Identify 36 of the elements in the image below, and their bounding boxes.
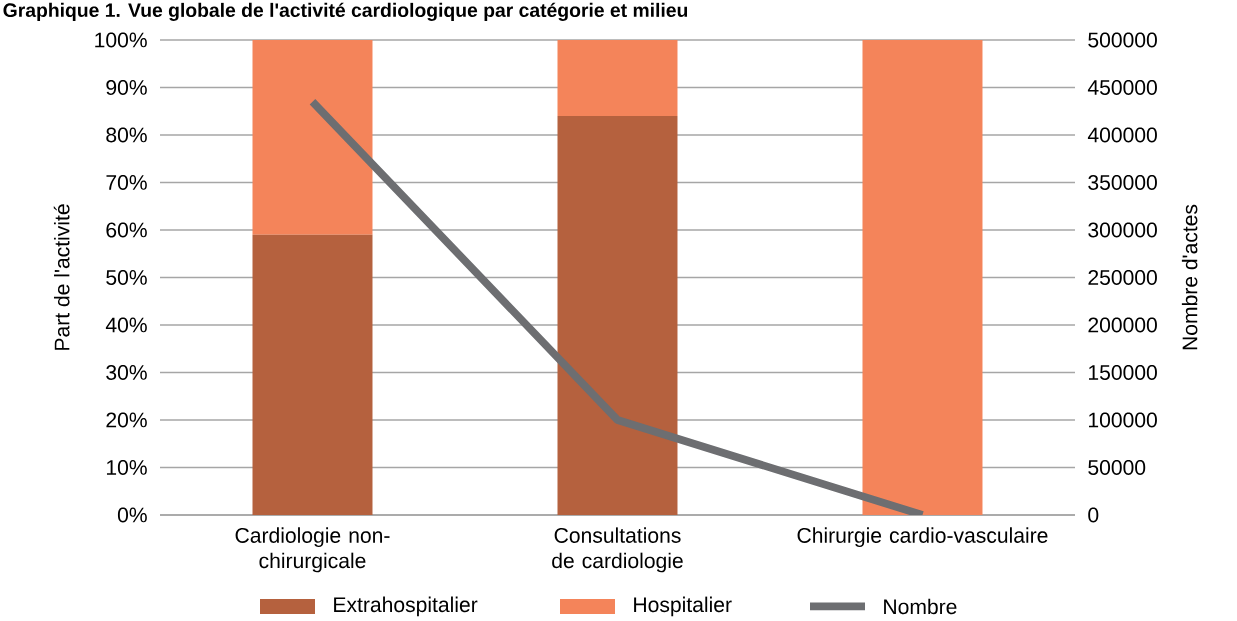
y2-tick-label: 0 (1088, 507, 1099, 523)
y-axis-title: Part de l'activité (53, 204, 70, 350)
y-tick-label: 0% (117, 507, 147, 523)
legend-label: Nombre (884, 598, 957, 615)
legend-label: Extrahospitalier (334, 596, 478, 617)
chart-title: Graphique 1. Vue globale de l'activité cardiologique par catégorie et milieu (3, 2, 688, 21)
y-tick-label: 40% (105, 317, 147, 333)
y2-tick-label: 300000 (1088, 222, 1157, 238)
y-tick-label: 20% (106, 412, 147, 428)
y-tick-label: 90% (106, 80, 147, 95)
bar (252, 234, 373, 515)
y2-tick-label: 150000 (1089, 365, 1157, 380)
bar (557, 39, 678, 116)
y2-tick-label: 500000 (1088, 32, 1157, 48)
x-tick-label: Cardiologie non-chirurgicale (235, 527, 390, 573)
y2-tick-label: 200000 (1088, 317, 1157, 333)
y-tick-label: 30% (106, 365, 147, 380)
y2-tick-label: 50000 (1088, 460, 1146, 475)
y-tick-label: 80% (106, 127, 147, 143)
bar (557, 115, 678, 515)
y2-tick-label: 250000 (1088, 270, 1157, 285)
y-tick-label: 50% (106, 270, 147, 285)
y-tick-label: 60% (106, 222, 147, 238)
y-tick-label: 70% (106, 175, 147, 190)
y2-tick-label: 450000 (1087, 80, 1157, 95)
x-tick-label: Chirurgie cardio-vasculaire (797, 527, 1048, 548)
legend-label: Hospitalier (634, 596, 732, 617)
x-tick-label: Consultations de cardiologie (552, 527, 683, 573)
y2-axis-title: Nombre d'actes (1181, 204, 1198, 350)
bar (252, 39, 373, 235)
y-tick-label: 100% (95, 32, 147, 48)
y-tick-label: 10% (106, 460, 147, 475)
bar (862, 39, 983, 515)
y2-tick-label: 350000 (1088, 175, 1157, 190)
y2-tick-label: 400000 (1087, 127, 1157, 143)
y2-tick-label: 100000 (1089, 412, 1157, 428)
